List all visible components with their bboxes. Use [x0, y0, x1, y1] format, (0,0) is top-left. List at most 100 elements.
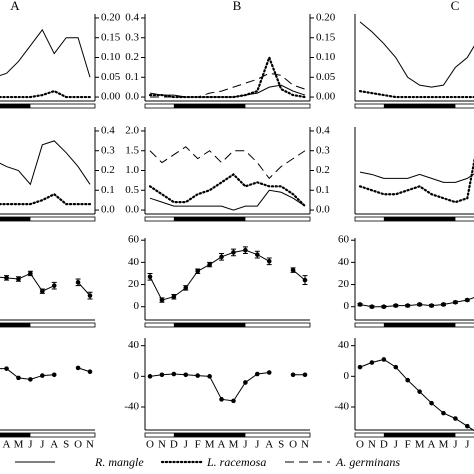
point: [75, 280, 81, 285]
legend-label: L. racemosa: [206, 455, 266, 469]
season-dry: [173, 323, 246, 327]
point: [243, 380, 248, 385]
point: [381, 304, 387, 310]
x-tick-label: O: [356, 439, 364, 451]
series-line: [150, 72, 306, 98]
y2-tick-label: 0.15: [101, 31, 121, 43]
point: [441, 410, 446, 416]
x-tick-label: A: [3, 439, 11, 451]
point: [171, 371, 177, 377]
y2-tick-label: 0.1: [101, 184, 115, 196]
point: [28, 271, 33, 276]
series-line: [148, 54, 307, 99]
y2-tick-label: 0.05: [101, 71, 121, 83]
point: [441, 302, 446, 307]
y-tick-label: 40: [338, 256, 350, 268]
season-dry: [0, 217, 31, 221]
point: [369, 304, 375, 310]
point: [231, 250, 236, 255]
point: [195, 373, 200, 378]
point: [302, 277, 308, 283]
point: [417, 302, 422, 307]
panel-label: A: [10, 0, 20, 13]
series-line: [359, 171, 474, 183]
point: [207, 374, 212, 379]
x-tick-label: J: [394, 439, 399, 451]
y-tick-label: -40: [124, 401, 139, 413]
y2-tick-label: 0.20: [101, 11, 121, 23]
point: [255, 252, 260, 257]
y-tick-label: -40: [334, 401, 349, 413]
point: [28, 377, 33, 382]
point: [393, 303, 399, 308]
series-line: [148, 173, 307, 208]
point: [429, 400, 434, 406]
x-tick-label: J: [243, 439, 248, 451]
y-tick-label: 60: [338, 234, 350, 246]
season-dry: [383, 217, 456, 221]
season-dry: [383, 433, 456, 437]
x-tick-label: N: [86, 439, 94, 451]
series-line: [0, 28, 91, 78]
x-tick-label: M: [229, 439, 239, 451]
y-tick-label: 1.0: [125, 164, 139, 176]
y-tick-label: 40: [128, 256, 140, 268]
y2-tick-label: 0.00: [316, 91, 336, 103]
series-line: [149, 189, 306, 211]
y-tick-label: 0: [134, 370, 140, 382]
point: [159, 372, 165, 378]
point: [231, 398, 236, 404]
season-dry: [173, 433, 246, 437]
panel-label: B: [233, 0, 242, 13]
point: [87, 293, 93, 298]
y-tick-label: 0: [344, 300, 350, 312]
x-tick-label: J: [40, 439, 45, 451]
x-tick-label: O: [289, 439, 297, 451]
y2-tick-label: 0.1: [316, 184, 330, 196]
x-tick-label: M: [205, 439, 215, 451]
y-tick-label: 0: [134, 300, 140, 312]
x-tick-label: J: [255, 439, 260, 451]
point: [4, 366, 9, 371]
series-line: [359, 21, 474, 88]
point: [147, 274, 153, 280]
series-line: [0, 140, 91, 186]
series-line: [0, 367, 91, 380]
y-tick-label: 40: [128, 339, 140, 351]
x-tick-label: D: [380, 439, 388, 451]
series-line: [359, 297, 474, 308]
y2-tick-label: 0.3: [316, 144, 330, 156]
y2-tick-label: 0.2: [101, 164, 115, 176]
point: [429, 303, 434, 308]
panel-label: C: [451, 0, 460, 13]
point: [266, 258, 272, 264]
point: [357, 302, 363, 307]
y-tick-label: 40: [338, 339, 350, 351]
season-dry: [0, 104, 31, 108]
point: [207, 262, 212, 267]
point: [219, 397, 224, 402]
x-tick-label: F: [405, 439, 411, 451]
x-tick-label: S: [278, 439, 284, 451]
y-tick-label: 20: [128, 278, 140, 290]
x-tick-label: J: [28, 439, 33, 451]
x-tick-label: M: [14, 439, 24, 451]
series-line: [358, 156, 474, 204]
point: [405, 303, 410, 308]
series-line: [359, 358, 474, 432]
point: [51, 283, 57, 288]
point: [381, 357, 387, 362]
y2-tick-label: 0.10: [316, 51, 336, 63]
point: [417, 389, 422, 394]
x-tick-label: M: [439, 439, 449, 451]
y-tick-label: 1.5: [125, 144, 139, 156]
point: [51, 372, 57, 378]
x-tick-label: A: [428, 439, 436, 451]
series-line: [0, 89, 92, 99]
y-tick-label: 0: [344, 370, 350, 382]
point: [183, 372, 189, 378]
point: [302, 372, 308, 378]
x-tick-label: F: [195, 439, 201, 451]
season-dry: [0, 433, 31, 437]
